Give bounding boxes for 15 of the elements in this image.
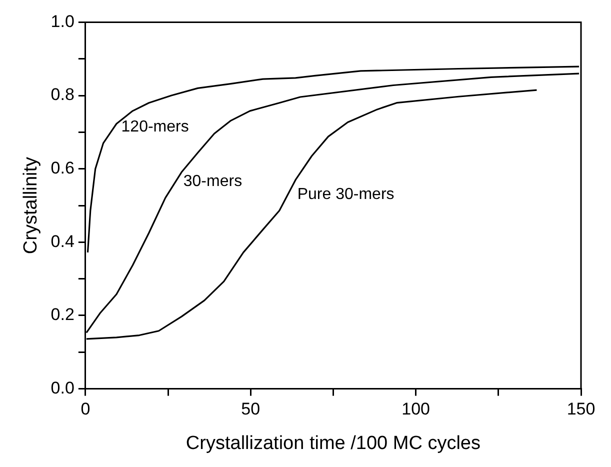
series-label: 120-mers	[121, 118, 189, 136]
x-tick-label: 100	[402, 400, 430, 419]
series-label: 30-mers	[183, 173, 242, 190]
y-tick-label: 1.0	[50, 12, 74, 31]
y-tick-label: 0.0	[50, 378, 74, 398]
x-tick-label: 150	[566, 400, 596, 419]
x-tick-label: 50	[241, 400, 260, 419]
y-tick-label: 0.2	[50, 305, 74, 324]
y-tick-label: 0.6	[50, 158, 74, 178]
y-tick-label: 0.8	[50, 85, 74, 104]
series-label: Pure 30-mers	[297, 186, 394, 204]
x-axis-title: Crystallization time /100 MC cycles	[186, 432, 481, 454]
y-tick-label: 0.4	[50, 232, 74, 251]
x-tick-label: 0	[80, 400, 90, 419]
y-axis-title: Crystallinity	[20, 156, 42, 254]
